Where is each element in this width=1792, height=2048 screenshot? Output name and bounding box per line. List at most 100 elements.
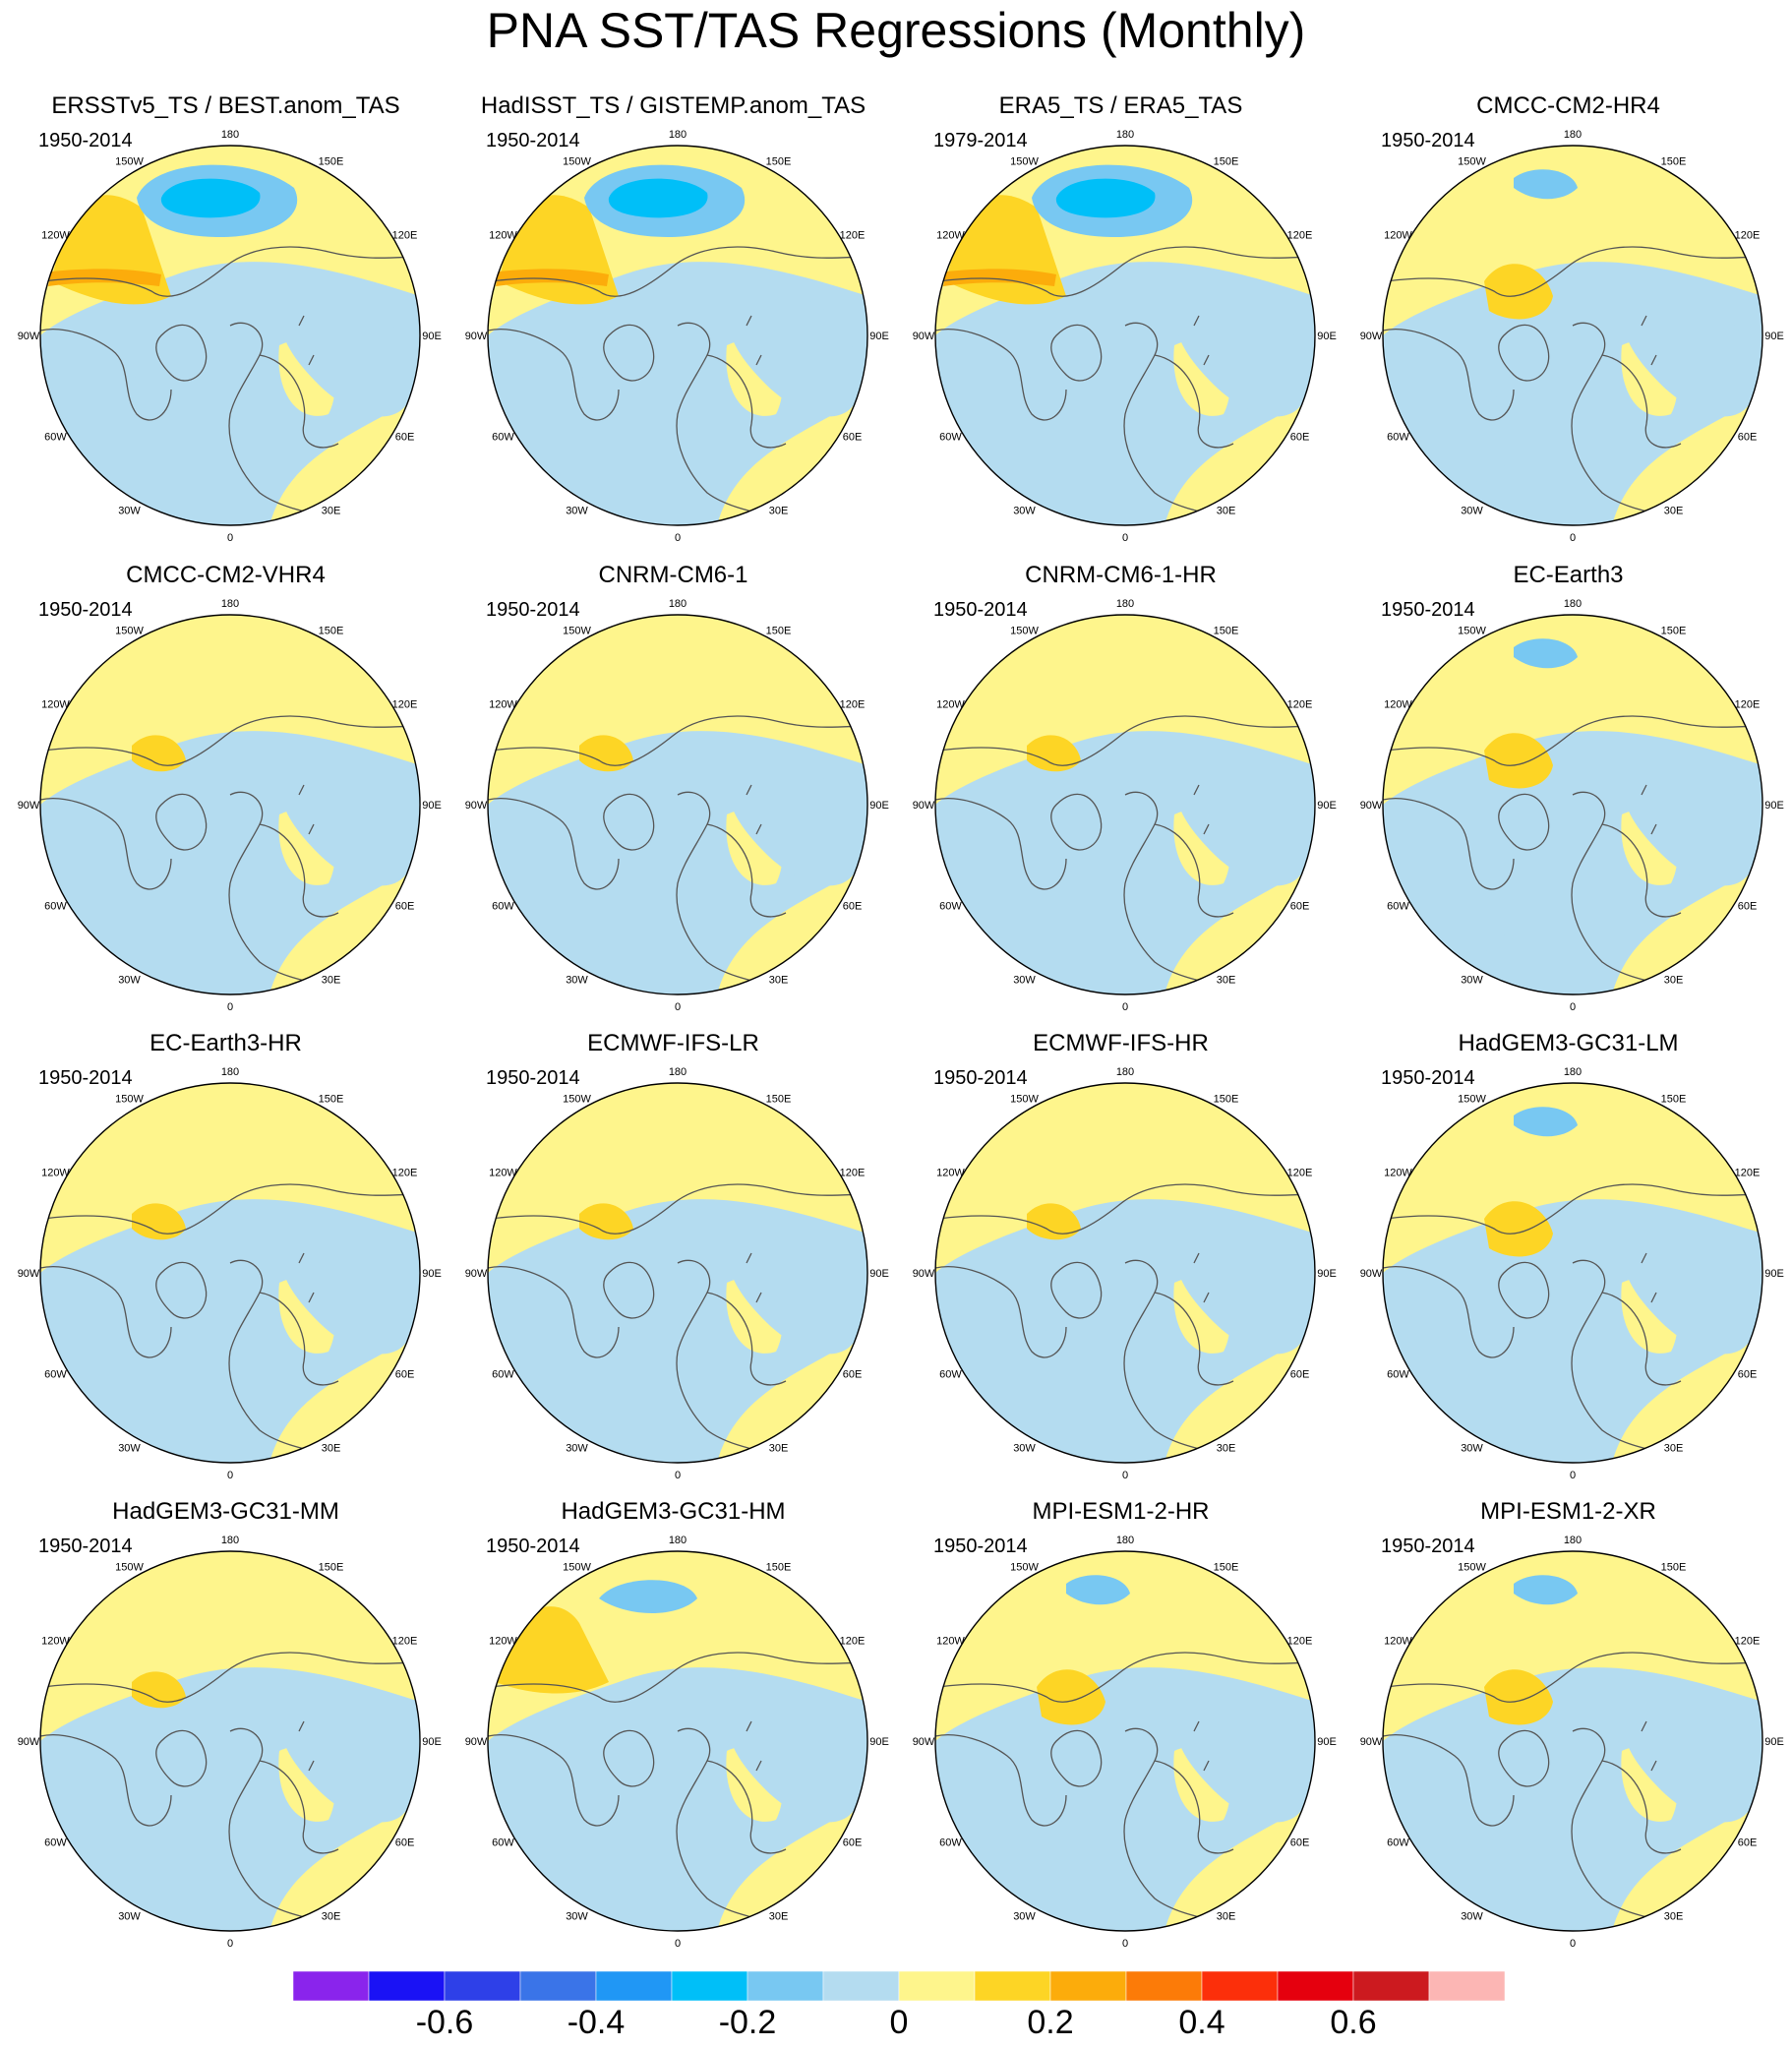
longitude-label: 30W xyxy=(118,975,141,987)
longitude-label: 180 xyxy=(1564,1535,1582,1546)
longitude-label: 180 xyxy=(669,1535,687,1546)
longitude-label: 60E xyxy=(843,432,863,444)
longitude-label: 120E xyxy=(840,230,866,242)
longitude-label: 90W xyxy=(1360,331,1383,342)
coastlines xyxy=(1383,1183,1762,1461)
longitude-label: 120W xyxy=(489,1636,517,1648)
longitude-label: 30E xyxy=(322,975,341,987)
longitude-label: 0 xyxy=(1570,1470,1576,1481)
polar-map: 180 150E 120E 90E 60E 30E 0 30W 60W 90W 120W 150W xyxy=(465,598,889,1013)
longitude-label: 150E xyxy=(1661,155,1687,167)
longitude-label: 120W xyxy=(489,230,517,242)
longitude-label: 60W xyxy=(44,1369,67,1381)
colorbar xyxy=(293,1971,1505,2001)
anomaly-region xyxy=(1484,1201,1553,1257)
longitude-label: 180 xyxy=(221,598,239,610)
colorbar-box xyxy=(974,1971,1051,2001)
panel-years: 1950-2014 xyxy=(1381,599,1475,621)
map-panel: 180 150E 120E 90E 60E 30E 0 30W 60W 90W 120W 150W CM… xyxy=(2,561,449,1028)
map-panel: 180 150E 120E 90E 60E 30E 0 30W 60W 90W 120W 150W CN… xyxy=(897,561,1344,1028)
longitude-label: 180 xyxy=(1564,129,1582,141)
longitude-label: 150W xyxy=(115,625,144,636)
anomaly-region xyxy=(42,1286,171,1421)
anomaly-region xyxy=(1175,1696,1308,1823)
colorbar-tick-label: -0.2 xyxy=(718,2004,777,2041)
longitude-label: 180 xyxy=(1116,598,1134,610)
longitude-label: 150E xyxy=(766,1093,792,1105)
longitude-label: 90E xyxy=(869,800,889,812)
longitude-label: 60E xyxy=(1738,1837,1758,1849)
anomaly-region xyxy=(1037,1669,1105,1725)
longitude-label: 120E xyxy=(1735,699,1761,711)
longitude-label: 30E xyxy=(1217,1443,1236,1455)
longitude-label: 120W xyxy=(1384,1636,1412,1648)
longitude-label: 60W xyxy=(44,901,67,913)
longitude-label: 0 xyxy=(227,1001,233,1013)
anomaly-region xyxy=(1484,264,1553,320)
longitude-label: 120W xyxy=(41,699,70,711)
longitude-label: 60W xyxy=(492,1837,514,1849)
longitude-label: 120W xyxy=(41,1636,70,1648)
longitude-label: 0 xyxy=(227,1938,233,1950)
map-panel: 180 150E 120E 90E 60E 30E 0 30W 60W 90W 120W 150W ER… xyxy=(897,91,1344,559)
panel-title: HadISST_TS / GISTEMP.anom_TAS xyxy=(480,92,866,119)
longitude-label: 60E xyxy=(395,432,415,444)
longitude-label: 0 xyxy=(1122,1001,1128,1013)
anomaly-region xyxy=(1484,733,1553,789)
longitude-label: 30E xyxy=(1217,1911,1236,1923)
longitude-label: 120E xyxy=(392,1636,418,1648)
map-boundary xyxy=(934,614,1316,995)
map-boundary xyxy=(1382,1550,1763,1932)
polar-map: 180 150E 120E 90E 60E 30E 0 30W 60W 90W 120W 150W xyxy=(1360,1066,1784,1481)
longitude-label: 150W xyxy=(1458,625,1486,636)
longitude-label: 180 xyxy=(221,1535,239,1546)
longitude-label: 120W xyxy=(936,230,965,242)
longitude-label: 30W xyxy=(566,1911,588,1923)
panel-years: 1950-2014 xyxy=(38,130,133,151)
longitude-label: 90E xyxy=(1317,331,1337,342)
longitude-label: 30E xyxy=(769,506,789,517)
anomaly-region xyxy=(1027,735,1081,772)
polar-map: 180 150E 120E 90E 60E 30E 0 30W 60W 90W 120W 150W xyxy=(465,1535,889,1950)
colorbar-box xyxy=(1125,1971,1203,2001)
longitude-label: 30W xyxy=(566,1443,588,1455)
longitude-label: 90W xyxy=(913,800,935,812)
longitude-label: 180 xyxy=(669,598,687,610)
anomaly-region xyxy=(490,1286,619,1421)
longitude-label: 180 xyxy=(221,1066,239,1078)
panel-years: 1979-2014 xyxy=(933,130,1028,151)
anomaly-region xyxy=(1385,817,1514,953)
positive-region xyxy=(1383,1083,1762,1273)
anomaly-region xyxy=(132,1671,186,1709)
longitude-label: 60E xyxy=(843,1837,863,1849)
colorbar-box xyxy=(1277,1971,1354,2001)
longitude-label: 120E xyxy=(1287,699,1313,711)
panel-title: HadGEM3-GC31-HM xyxy=(561,1498,786,1525)
anomaly-region xyxy=(1385,1286,1514,1421)
coastlines xyxy=(488,1652,867,1929)
longitude-label: 180 xyxy=(1116,1535,1134,1546)
panel-years: 1950-2014 xyxy=(38,1067,133,1089)
coastlines xyxy=(40,1652,420,1929)
longitude-label: 150W xyxy=(115,1093,144,1105)
colorbar-tick-label: 0.6 xyxy=(1330,2004,1377,2041)
longitude-label: 150W xyxy=(1458,155,1486,167)
longitude-label: 30E xyxy=(1664,506,1684,517)
longitude-label: 150W xyxy=(115,155,144,167)
anomaly-region xyxy=(280,759,413,886)
map-boundary xyxy=(39,614,421,995)
longitude-label: 30E xyxy=(769,1911,789,1923)
panel-title: HadGEM3-GC31-MM xyxy=(112,1498,339,1525)
coastlines xyxy=(40,246,420,523)
longitude-label: 0 xyxy=(227,1470,233,1481)
longitude-label: 30W xyxy=(118,1443,141,1455)
map-boundary xyxy=(487,1550,868,1932)
longitude-label: 90E xyxy=(869,1268,889,1280)
anomaly-region xyxy=(1623,290,1756,417)
anomaly-region xyxy=(1514,169,1578,200)
anomaly-region xyxy=(280,290,413,417)
positive-region xyxy=(1383,615,1762,805)
anomaly-region xyxy=(937,1286,1066,1421)
longitude-label: 120E xyxy=(1287,230,1313,242)
polar-map: 180 150E 120E 90E 60E 30E 0 30W 60W 90W 120W 150W xyxy=(1360,598,1784,1013)
